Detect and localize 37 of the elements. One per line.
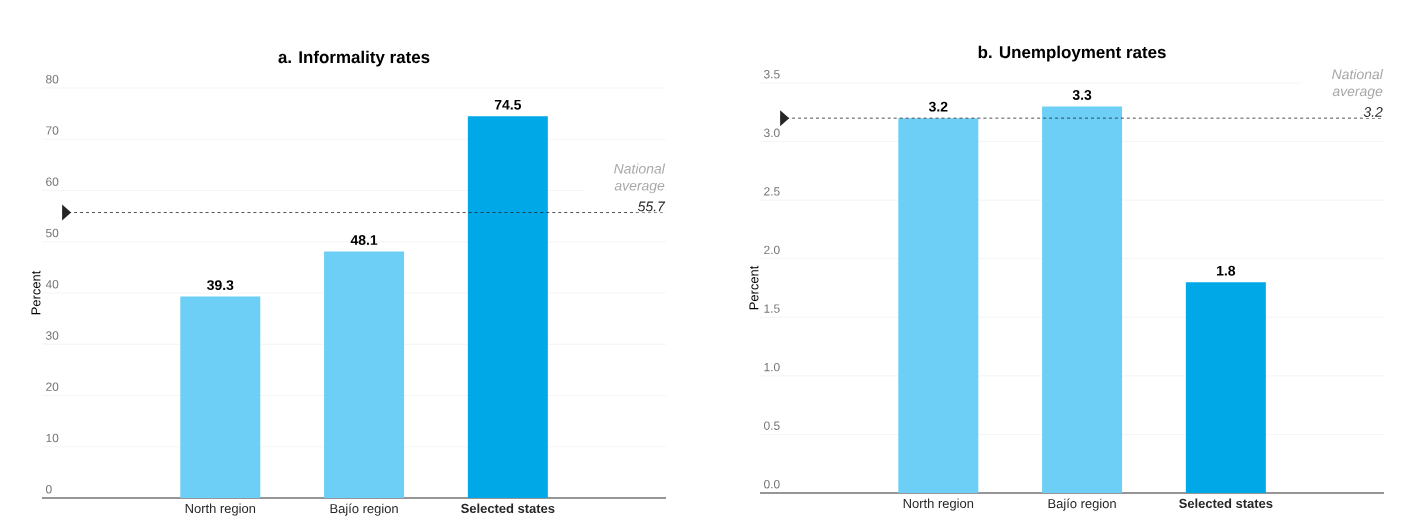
y-tick-label: 3.0 [763, 128, 780, 138]
y-tick-label: 50 [46, 228, 59, 238]
x-tick-label: Selected states [1179, 498, 1273, 509]
y-axis-title: Percent [31, 270, 41, 315]
x-tick-label: Bajío region [330, 503, 398, 516]
y-tick-label: 30 [45, 331, 59, 340]
y-tick-label: 20 [46, 382, 59, 391]
y-tick-label: 1.0 [764, 362, 780, 372]
annotation: National average [614, 163, 666, 194]
data-label: 48.1 [350, 235, 378, 245]
chart-title: a. Informality rates [278, 50, 430, 67]
x-tick-label: Bajío region [1048, 498, 1116, 511]
data-label: 3.3 [1072, 90, 1092, 100]
y-tick-label: 1.5 [764, 304, 780, 313]
y-tick-label: 80 [46, 75, 59, 84]
data-label: 3.2 [928, 101, 948, 112]
y-tick-label: 0 [45, 485, 52, 494]
chart-title: b. Unemployment rates [978, 45, 1166, 62]
data-label: 74.5 [494, 99, 522, 110]
y-tick-label: 3.5 [763, 70, 780, 79]
x-tick-label: North region [185, 503, 256, 516]
y-tick-label: 2.0 [764, 245, 780, 255]
annotation: National average [1332, 69, 1384, 99]
data-label: 39.3 [207, 280, 234, 291]
x-tick-label: North region [903, 498, 974, 511]
y-tick-label: 60 [46, 177, 59, 186]
y-tick-label: 2.5 [764, 187, 780, 196]
y-tick-label: 10 [46, 433, 59, 443]
data-label: 1.8 [1217, 265, 1236, 276]
y-tick-label: 70 [46, 126, 59, 135]
ref-line-label: 3.2 [1363, 107, 1383, 117]
x-tick-label: Selected states [461, 503, 555, 514]
y-tick-label: 0.0 [764, 480, 780, 489]
ref-line-label: 55.7 [637, 201, 666, 212]
y-tick-label: 40 [45, 280, 59, 289]
y-axis-title: Percent [749, 265, 759, 310]
y-tick-label: 0.5 [764, 421, 780, 430]
